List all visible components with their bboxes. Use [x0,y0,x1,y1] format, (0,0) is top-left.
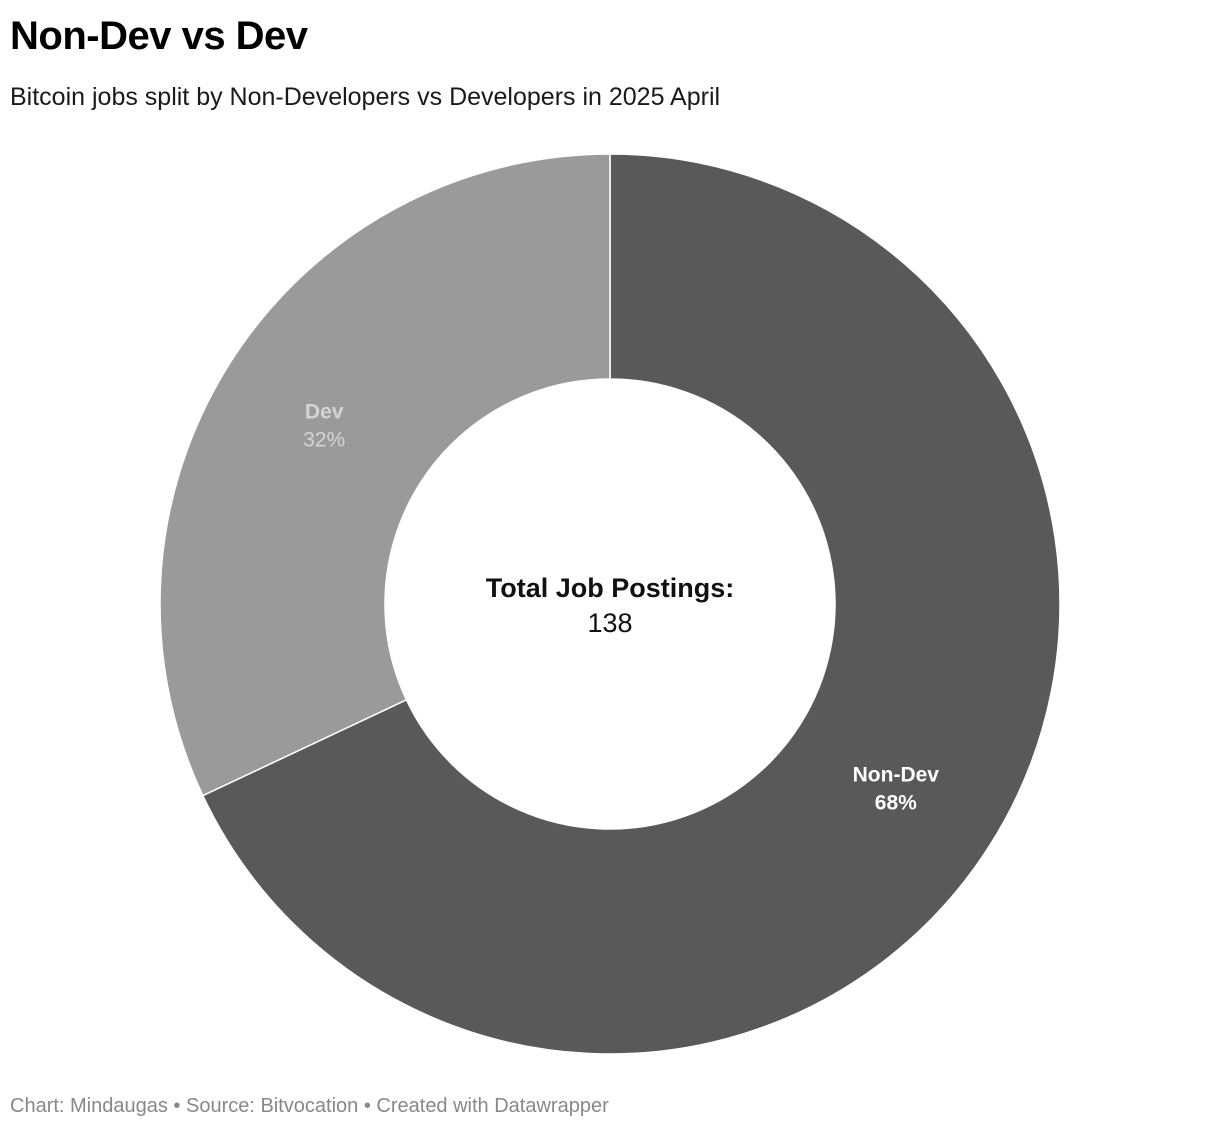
chart-subtitle: Bitcoin jobs split by Non-Developers vs … [10,83,721,111]
center-label-title: Total Job Postings: [486,573,735,603]
donut-slices [159,153,1061,1055]
center-label-value: 138 [587,608,632,638]
slice-label-name: Non-Dev [853,763,940,786]
donut-slice-labels: Non-Dev 68% Dev 32% [303,401,939,815]
slice-label-value: 32% [303,429,345,452]
slice-label-name: Dev [305,401,344,424]
slice-dev[interactable] [159,153,611,797]
slice-label-value: 68% [875,791,917,814]
slice-non-dev[interactable] [201,153,1061,1055]
chart-title: Non-Dev vs Dev [10,14,308,58]
chart-footer-credit: Chart: Mindaugas • Source: Bitvocation •… [10,1095,609,1117]
